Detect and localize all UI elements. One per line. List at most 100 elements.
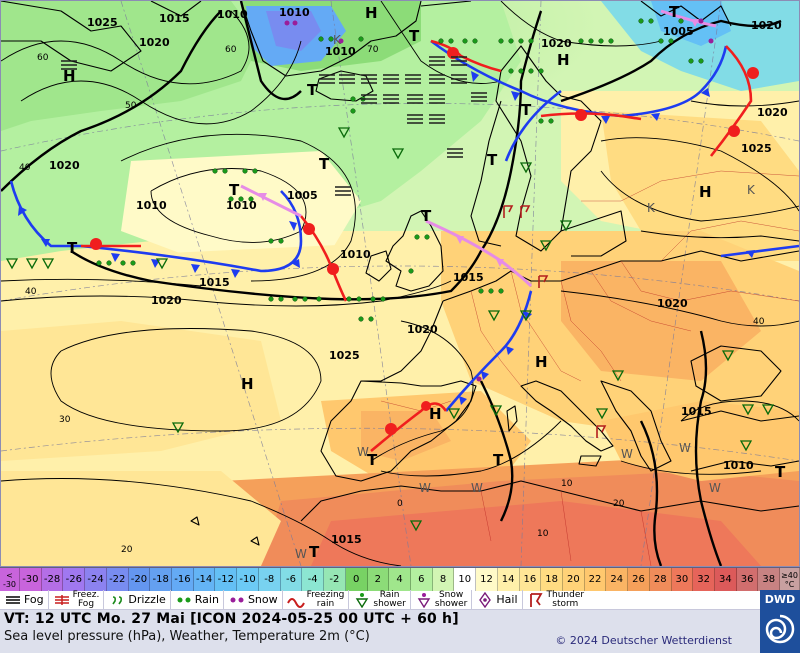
- temperature-scale: < -30 -30 -28 -26 -24 -22 -20 -18 -16 -14 -12 -10-…: [0, 567, 800, 591]
- high-center: H: [429, 405, 442, 423]
- cold-marker: K: [747, 183, 755, 197]
- warm-marker: W: [709, 481, 721, 495]
- weather-map: 1025 1015 1010 1010 1020 1010 1020 1005 …: [0, 0, 800, 567]
- isobar-label: 1005: [287, 189, 318, 202]
- isobar-label: 1020: [139, 36, 170, 49]
- legend-snow-shower: Snow shower: [411, 589, 473, 610]
- scale-cell: 34: [715, 568, 737, 591]
- high-center: H: [557, 51, 570, 69]
- scale-cell: -18: [150, 568, 173, 591]
- scale-cell: 32: [693, 568, 715, 591]
- isobar-label: 1020: [657, 297, 688, 310]
- scale-cell: 2: [367, 568, 390, 591]
- scale-cell: 4: [389, 568, 411, 591]
- warm-marker: W: [679, 441, 691, 455]
- low-center: T: [669, 3, 680, 21]
- isotherm-label: 20: [613, 499, 625, 509]
- low-center: T: [409, 27, 420, 45]
- warm-marker: W: [419, 481, 431, 495]
- scale-cell: 14: [497, 568, 520, 591]
- high-center: H: [365, 4, 378, 22]
- scale-cell: -26: [63, 568, 86, 591]
- warm-marker: W: [621, 447, 633, 461]
- scale-cell: 12: [476, 568, 498, 591]
- isobar-label: 1020: [757, 106, 788, 119]
- scale-cell: -4: [302, 568, 325, 591]
- isotherm-label: 40: [753, 317, 765, 327]
- freezing-fog-icon: [54, 594, 69, 605]
- legend-snow: Snow: [224, 589, 283, 610]
- freezing-rain-icon: [286, 597, 305, 608]
- fog-icon: [6, 595, 20, 604]
- isotherm-label: 40: [19, 163, 31, 173]
- scale-cell: -16: [172, 568, 194, 591]
- isobar-label: 1010: [340, 248, 371, 261]
- scale-cell: -2: [324, 568, 346, 591]
- low-center: T: [229, 181, 240, 199]
- isotherm-label: 10: [561, 479, 573, 489]
- scale-cell: 20: [562, 568, 585, 591]
- isotherm-label: 60: [225, 45, 237, 55]
- scale-cell: -14: [193, 568, 216, 591]
- scale-cell: -6: [280, 568, 303, 591]
- scale-cell: -8: [258, 568, 281, 591]
- scale-cell: -10: [237, 568, 259, 591]
- legend-drizzle: Drizzle: [104, 589, 171, 610]
- isobar-label: 1015: [159, 12, 190, 25]
- drizzle-icon: [112, 595, 123, 604]
- isobar-label: 1010: [136, 199, 167, 212]
- isobar-label: 1020: [151, 294, 182, 307]
- dwd-logo: DWD: [760, 590, 800, 653]
- isobar-label: 1010: [723, 459, 754, 472]
- isobar-label: 1010: [226, 199, 257, 212]
- pressure-center-layer: H H H H H H H T T T T T T T T T T T T T: [1, 1, 799, 566]
- scale-cell: 36: [736, 568, 759, 591]
- scale-cell: 26: [628, 568, 650, 591]
- isobar-label: 1005: [663, 25, 694, 38]
- isobar-label: 1020: [407, 323, 438, 336]
- dwd-swirl-icon: [765, 614, 795, 644]
- scale-cell: 30: [671, 568, 694, 591]
- high-center: H: [241, 375, 254, 393]
- isotherm-label: 20: [121, 545, 133, 555]
- legend-hail: Hail: [472, 589, 523, 610]
- legend-fog: Fog: [0, 589, 49, 610]
- scale-cell: 24: [606, 568, 629, 591]
- low-center: T: [487, 151, 498, 169]
- small-label-layer: 60 50 40 70 60 40 30 20 0 10 20 10 40 K …: [1, 1, 799, 566]
- isobar-label: 1010: [279, 6, 310, 19]
- map-description: Sea level pressure (hPa), Weather, Tempe…: [4, 629, 370, 644]
- scale-cell: 28: [649, 568, 672, 591]
- isobar-label: 1020: [541, 37, 572, 50]
- snow-icon: [230, 597, 244, 602]
- scale-cell: -20: [128, 568, 151, 591]
- low-center: T: [775, 463, 786, 481]
- scale-cell: 16: [519, 568, 542, 591]
- rain-icon: [177, 597, 191, 602]
- scale-cell: 18: [541, 568, 563, 591]
- legend-thunderstorm: Thunder storm: [523, 590, 589, 610]
- isobar-label: 1010: [325, 45, 356, 58]
- scale-min-cell: < -30: [0, 568, 20, 591]
- scale-cell: 6: [410, 568, 433, 591]
- scale-cell: 8: [432, 568, 455, 591]
- isobar-label: 1015: [453, 271, 484, 284]
- low-center: T: [493, 451, 504, 469]
- scale-cell: -28: [41, 568, 64, 591]
- info-bar: VT: 12 UTC Mo. 27 Mai [ICON 2024-05-25 0…: [0, 610, 760, 653]
- scale-cell: -30: [20, 568, 42, 591]
- isotherm-label: 10: [537, 529, 549, 539]
- isobar-label: 1025: [741, 142, 772, 155]
- scale-cell: 38: [758, 568, 781, 591]
- isobar-label: 1020: [751, 19, 782, 32]
- isotherm-label: 60: [37, 53, 49, 63]
- cold-marker: K: [333, 33, 341, 47]
- snow-shower-icon: [417, 592, 431, 608]
- scale-cell: 22: [584, 568, 607, 591]
- isobar-label: 1010: [217, 8, 248, 21]
- scale-cell: 10: [454, 568, 477, 591]
- low-center: T: [367, 451, 378, 469]
- scale-cell: -12: [215, 568, 238, 591]
- copyright: © 2024 Deutscher Wetterdienst: [555, 634, 732, 647]
- legend-rain: Rain: [171, 589, 224, 610]
